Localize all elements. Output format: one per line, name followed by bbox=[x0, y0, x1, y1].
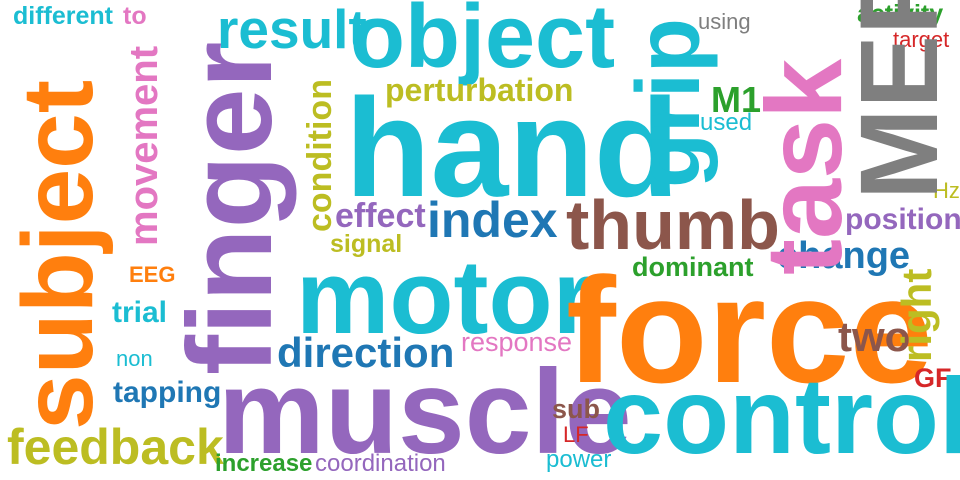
word-effect: effect bbox=[335, 197, 426, 235]
word-used: used bbox=[700, 109, 753, 136]
word-different: different bbox=[13, 2, 113, 30]
word-muscle: muscle bbox=[218, 345, 632, 479]
word-feedback: feedback bbox=[7, 419, 224, 475]
word-object: object bbox=[350, 0, 616, 87]
word-position: position bbox=[845, 203, 960, 236]
word-power: power bbox=[546, 446, 612, 473]
word-perturbation: perturbation bbox=[385, 72, 574, 108]
word-sub: sub bbox=[552, 394, 601, 424]
word-signal: signal bbox=[330, 230, 403, 258]
word-condition: condition bbox=[301, 79, 339, 232]
word-non: non bbox=[116, 346, 153, 371]
word-hand: hand bbox=[345, 69, 680, 226]
word-result: result bbox=[217, 0, 367, 60]
word-two: two bbox=[838, 313, 911, 360]
word-m1: M1 bbox=[711, 79, 762, 120]
word-using: using bbox=[698, 9, 751, 34]
word-to: to bbox=[123, 2, 147, 30]
word-force: force bbox=[566, 246, 933, 414]
word-control: control bbox=[603, 355, 960, 476]
word-subject: subject bbox=[2, 79, 114, 430]
word-target: target bbox=[893, 27, 950, 52]
word-direction: direction bbox=[277, 329, 455, 376]
word-change: change bbox=[777, 235, 911, 277]
word-tapping: tapping bbox=[113, 376, 222, 409]
word-response: response bbox=[461, 327, 573, 357]
word-thumb: thumb bbox=[566, 186, 780, 264]
word-dominant: dominant bbox=[632, 252, 754, 282]
word-gf: GF bbox=[914, 363, 952, 393]
word-activity: activity bbox=[857, 0, 944, 28]
word-hz: Hz bbox=[933, 178, 960, 203]
word-motor: motor bbox=[296, 239, 594, 356]
word-mep: MEP bbox=[838, 0, 960, 200]
word-increase: increase bbox=[215, 450, 313, 477]
word-lf: LF bbox=[563, 422, 589, 447]
word-right: right bbox=[893, 268, 940, 362]
word-trial: trial bbox=[112, 296, 168, 329]
word-grip: grip bbox=[619, 18, 719, 188]
word-eeg: EEG bbox=[129, 262, 176, 287]
word-movement: movement bbox=[122, 45, 166, 246]
word-finger: finger bbox=[163, 41, 297, 375]
word-coordination: coordination bbox=[315, 450, 446, 477]
word-index: index bbox=[427, 192, 558, 248]
